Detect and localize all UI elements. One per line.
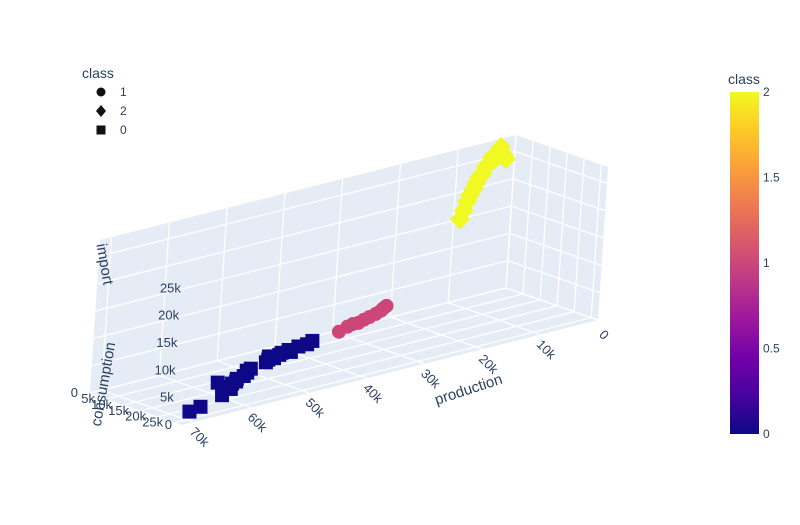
colorbar-tick-label: 1.5 [763, 171, 780, 185]
y-gridline [175, 316, 592, 424]
scene-gridlines [89, 134, 608, 424]
z-gridline [509, 232, 602, 266]
z-gridline [514, 150, 608, 185]
z-gridline [512, 178, 606, 212]
legend-square-icon [96, 125, 106, 135]
z-gridline [91, 260, 508, 367]
z-tick-label: 5k [160, 390, 174, 405]
data-point-square [258, 355, 273, 370]
data-point-circle [331, 324, 346, 339]
scene-points [182, 136, 516, 419]
x-gridline [100, 237, 113, 391]
z-gridline [96, 178, 514, 285]
x-gridline [447, 149, 459, 303]
x-gridline [158, 222, 170, 376]
legend-circle-icon [96, 87, 106, 97]
back-pane [90, 135, 516, 393]
z-gridline [93, 232, 510, 339]
x-tick-label: 50k [303, 395, 329, 421]
z-gridline [505, 287, 599, 321]
x-tick-label: 70k [187, 424, 213, 450]
x-tick-label: 30k [418, 366, 444, 392]
x-gridline [216, 360, 310, 394]
y-gridline [590, 164, 602, 318]
x-gridline [332, 331, 425, 365]
y-tick-label: 25k [142, 415, 163, 430]
y-gridline [539, 146, 551, 300]
y-gridline [556, 152, 568, 306]
colorbar: class 0 0.5 1 1.5 2 [728, 71, 780, 441]
y-gridline [123, 299, 541, 406]
z-tick-label: 25k [160, 280, 181, 295]
data-point-square [215, 388, 230, 403]
colorbar-tick-label: 0.5 [763, 342, 780, 356]
z-tick-label: 15k [156, 335, 177, 350]
y-gridline [573, 158, 585, 312]
y-tick-label: 20k [125, 409, 146, 424]
colorbar-gradient [730, 92, 759, 434]
x-tick-label: 60k [245, 410, 271, 436]
z-tick-label: 0 [165, 417, 172, 432]
x-tick-label: 10k [534, 337, 560, 363]
z-tick-label: 10k [155, 362, 176, 377]
x-gridline [274, 193, 286, 347]
x-gridline [389, 164, 402, 318]
z-tick-label: 20k [158, 308, 179, 323]
z-gridline [507, 260, 600, 294]
z-gridline [95, 205, 512, 312]
colorbar-tick-label: 2 [763, 85, 770, 99]
y-gridline [522, 140, 534, 294]
legend-diamond-icon [96, 105, 106, 117]
legend-label: 0 [120, 123, 127, 137]
x-gridline [448, 301, 541, 336]
colorbar-title: class [728, 71, 760, 87]
x-tick-label: 0 [596, 327, 612, 343]
x-gridline [159, 374, 252, 409]
colorbar-tick-label: 0 [763, 427, 770, 441]
y-gridline [140, 305, 558, 412]
data-point-square [193, 399, 208, 414]
legend-label: 2 [120, 104, 127, 118]
data-point-square [182, 404, 197, 419]
legend-label: 1 [120, 85, 127, 99]
x-tick-label: 40k [360, 380, 386, 406]
y-tick-label: 5k [81, 391, 95, 406]
x-gridline [332, 178, 344, 332]
y-tick-label: 15k [108, 403, 129, 418]
y-tick-label: 0 [71, 385, 78, 400]
x-axis-title: production [433, 371, 505, 409]
z-gridline [98, 150, 516, 258]
z-gridline [511, 205, 604, 239]
y-tick-label: 10k [91, 397, 112, 412]
legend-title: class [82, 65, 114, 81]
legend-item[interactable]: 0 [96, 123, 128, 137]
x-gridline [216, 207, 228, 361]
x-gridline [101, 389, 194, 423]
colorbar-ticks: 0 0.5 1 1.5 2 [763, 85, 780, 441]
legend: class 1 2 0 [82, 65, 127, 137]
data-point-diamond [450, 209, 471, 230]
legend-item[interactable]: 1 [96, 85, 128, 99]
colorbar-tick-label: 1 [763, 256, 770, 270]
legend-item[interactable]: 2 [96, 104, 127, 118]
x-gridline [390, 316, 483, 350]
